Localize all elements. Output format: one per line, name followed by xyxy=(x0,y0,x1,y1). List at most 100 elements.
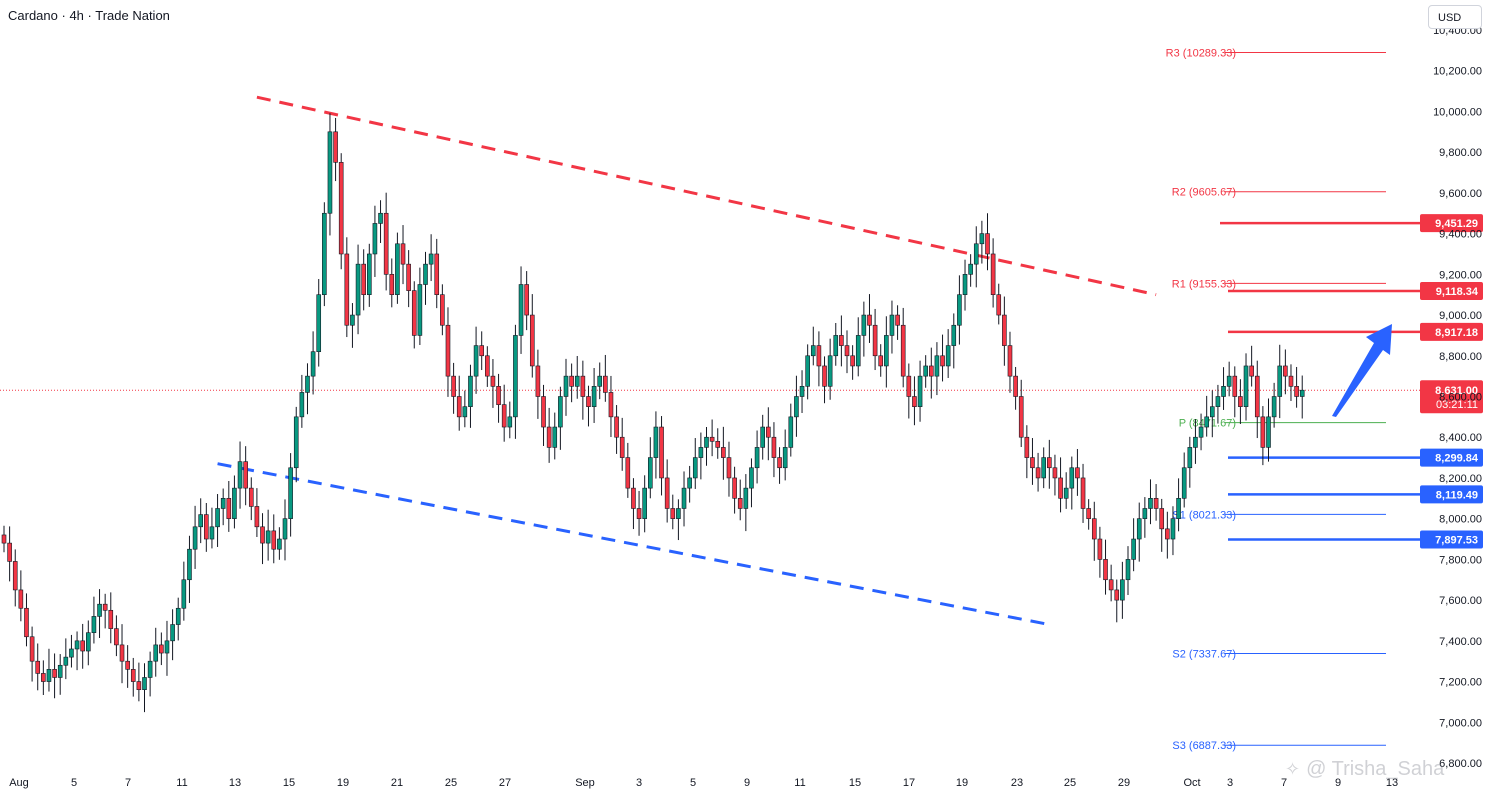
x-tick-label: 13 xyxy=(1386,777,1398,789)
candle xyxy=(1058,457,1063,513)
candle-body xyxy=(378,212,383,224)
candle-body xyxy=(237,461,243,489)
candle xyxy=(1165,511,1170,559)
candle-body xyxy=(226,498,232,519)
y-tick-label: 8,400.00 xyxy=(1439,432,1482,444)
candle-body xyxy=(327,131,333,214)
candle-body xyxy=(1069,467,1075,489)
y-tick-label: 9,800.00 xyxy=(1439,147,1482,159)
candle-body xyxy=(260,526,265,544)
currency-button[interactable]: USD xyxy=(1428,5,1482,29)
candle xyxy=(839,315,844,367)
candle xyxy=(957,275,962,345)
candle xyxy=(159,632,164,666)
candle-body xyxy=(232,487,237,519)
current-price-label: 8,631.00 xyxy=(1435,385,1478,397)
price-tag-label: 8,299.84 xyxy=(1435,453,1479,465)
candle-body xyxy=(1181,467,1187,499)
candle xyxy=(265,509,271,561)
candle-body xyxy=(895,314,900,326)
candle-body xyxy=(496,386,501,405)
candle-body xyxy=(754,447,760,469)
candle-body xyxy=(1271,396,1277,418)
y-tick-label: 8,600.00 xyxy=(1439,392,1482,404)
candle xyxy=(732,466,737,514)
candle xyxy=(125,645,130,688)
candle-body xyxy=(574,375,580,387)
x-tick-label: 7 xyxy=(125,777,131,789)
price-tag xyxy=(1420,448,1483,467)
candle xyxy=(603,354,608,402)
candle-body xyxy=(428,253,434,265)
candle xyxy=(1091,501,1097,561)
price-tag xyxy=(1420,530,1483,549)
candle xyxy=(198,498,203,544)
candle xyxy=(771,422,777,478)
candle-body xyxy=(411,290,417,336)
forecast-arrow-shape xyxy=(1332,324,1392,417)
candle xyxy=(80,623,85,669)
candle xyxy=(1193,419,1198,464)
candle-body xyxy=(558,396,563,428)
candle-body xyxy=(985,233,990,255)
pivot-label-r3: R3 (10289.33) xyxy=(1166,48,1236,60)
candle xyxy=(74,631,80,671)
y-tick-label: 7,200.00 xyxy=(1439,677,1482,689)
candle-body xyxy=(912,396,917,407)
candle-body xyxy=(1215,396,1221,407)
interval-label[interactable]: 4h xyxy=(69,8,84,23)
candle xyxy=(945,329,951,378)
y-tick-label: 8,000.00 xyxy=(1439,514,1482,526)
candle xyxy=(900,307,906,388)
candle xyxy=(209,507,215,549)
time-axis[interactable]: Aug 5 7 11 13 15 19 21 25 27 Sep 3 5 9 11 15 17 19 23 25 29 O… xyxy=(9,777,1398,789)
candle xyxy=(91,596,97,644)
y-tick-label: 7,000.00 xyxy=(1439,717,1482,729)
candle xyxy=(670,494,676,530)
candle xyxy=(895,305,900,340)
candle xyxy=(513,324,518,439)
candle-body xyxy=(192,526,198,550)
candle xyxy=(1198,413,1204,451)
candle-body xyxy=(181,579,187,609)
candle xyxy=(1007,331,1013,393)
x-tick-label: 27 xyxy=(499,777,511,789)
candle-body xyxy=(1030,457,1035,469)
candle xyxy=(501,384,507,442)
candle-body xyxy=(805,355,810,387)
candle xyxy=(220,488,226,526)
candle xyxy=(518,266,524,354)
candle xyxy=(1052,454,1058,496)
x-tick-label: 21 xyxy=(391,777,403,789)
candle-body xyxy=(395,243,400,295)
candle xyxy=(912,376,917,426)
candle xyxy=(192,505,198,569)
candle-body xyxy=(1204,416,1209,428)
candle-body xyxy=(833,335,839,357)
candle-body xyxy=(760,426,766,448)
candle xyxy=(63,638,69,680)
candle xyxy=(788,403,794,457)
candle xyxy=(1170,506,1176,556)
candle-body xyxy=(440,294,445,326)
candle-body xyxy=(97,603,102,617)
candle xyxy=(7,526,12,582)
candle xyxy=(1024,425,1030,479)
candle xyxy=(1108,564,1114,602)
candle-body xyxy=(996,294,1002,316)
x-tick-label: 9 xyxy=(744,777,750,789)
candle xyxy=(479,331,485,371)
candle xyxy=(833,322,839,366)
candle-body xyxy=(456,396,462,418)
candle-body xyxy=(159,644,164,654)
symbol-name[interactable]: Cardano xyxy=(8,8,58,23)
candle xyxy=(57,654,63,695)
candle xyxy=(130,657,136,697)
candle xyxy=(1226,361,1232,397)
candle-body xyxy=(501,404,507,428)
candle xyxy=(136,662,142,702)
price-axis[interactable]: 6,800.00 7,000.00 7,200.00 7,400.00 7,600.00… xyxy=(1433,25,1482,770)
candle-body xyxy=(209,526,215,540)
candle-body xyxy=(462,406,468,418)
